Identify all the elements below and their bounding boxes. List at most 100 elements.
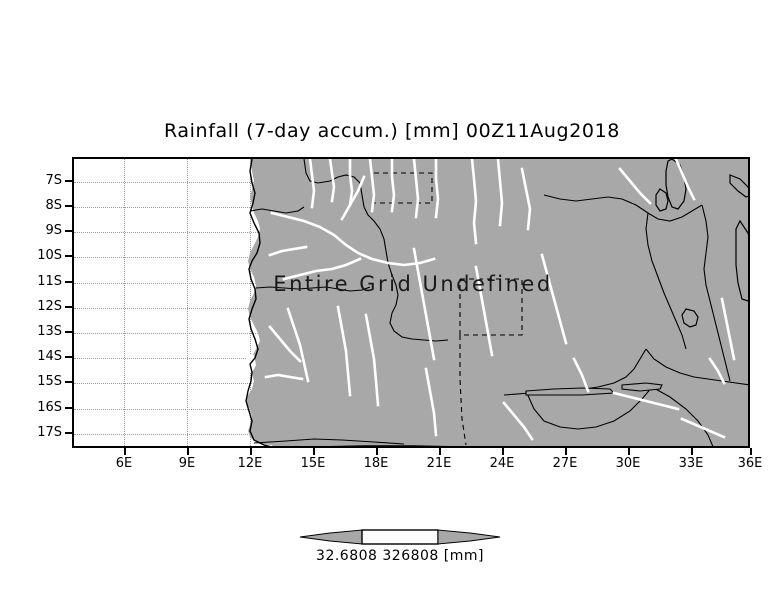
y-tick-mark <box>65 381 72 383</box>
colorbar-graphic[interactable] <box>299 526 501 548</box>
river-coastal-b <box>424 367 438 437</box>
river-cuito <box>336 305 352 397</box>
y-tick-mark <box>65 205 72 207</box>
africa-landmass <box>246 159 748 446</box>
x-tick-mark <box>250 448 252 455</box>
x-tick-label: 27E <box>552 456 578 471</box>
y-tick-label: 16S <box>37 400 62 415</box>
border-mozambique-west <box>645 348 748 386</box>
x-tick-mark <box>691 448 693 455</box>
river-congo-trib-e <box>390 159 396 213</box>
river-congo-trib-d <box>368 159 376 213</box>
river-congo-trib-f <box>412 159 420 219</box>
y-tick-mark <box>65 180 72 182</box>
y-tick-label: 17S <box>37 425 62 440</box>
river-zambezi-up <box>412 247 436 361</box>
national-borders-layer <box>249 159 748 446</box>
y-tick-label: 14S <box>37 349 62 364</box>
river-coastal-f <box>572 357 590 393</box>
x-tick-label: 18E <box>363 456 389 471</box>
lake-bangweulu <box>681 308 699 328</box>
colorbar-swatch-mid <box>361 529 439 545</box>
x-tick-mark <box>439 448 441 455</box>
river-cubango <box>364 313 380 407</box>
colorbar-extend-low <box>299 529 363 545</box>
lake-malawi <box>735 219 748 302</box>
y-tick-mark <box>65 281 72 283</box>
y-tick-mark <box>65 407 72 409</box>
river-shire <box>720 297 736 361</box>
river-luangwa <box>540 253 568 345</box>
river-kwango <box>286 307 310 383</box>
river-zambezi-low <box>612 391 680 411</box>
border-mozambique-south <box>651 386 714 446</box>
river-coastal-g <box>708 357 726 385</box>
river-lualaba <box>470 159 478 245</box>
y-tick-mark <box>65 230 72 232</box>
border-malawi-west <box>645 212 687 350</box>
x-tick-label: 21E <box>426 456 452 471</box>
river-congo-trib-b <box>328 159 336 203</box>
river-kasai <box>282 257 362 281</box>
river-luvua <box>520 167 532 231</box>
chart-title: Rainfall (7-day accum.) [mm] 00Z11Aug201… <box>164 120 620 142</box>
river-coastal-d <box>268 245 308 257</box>
x-tick-mark <box>187 448 189 455</box>
y-tick-mark <box>65 432 72 434</box>
y-tick-label: 9S <box>45 223 62 238</box>
y-tick-mark <box>65 356 72 358</box>
lake-rukwa <box>729 174 748 198</box>
y-tick-label: 13S <box>37 324 62 339</box>
border-drc-north <box>303 159 449 342</box>
border-zimbabwe <box>525 386 653 430</box>
border-drc-north-west <box>249 206 305 214</box>
river-rufiji <box>674 159 696 201</box>
atlantic-coastline <box>245 159 271 446</box>
x-tick-mark <box>502 448 504 455</box>
lake-cahora-bassa <box>621 382 663 392</box>
x-tick-mark <box>313 448 315 455</box>
river-congo-trib-a <box>308 159 316 209</box>
colorbar-caption: 32.6808 326808 [mm] <box>316 548 484 564</box>
river-congo-main <box>270 211 436 267</box>
border-tanzania-south <box>543 194 703 222</box>
river-congo-trib-c <box>348 159 354 207</box>
landmass-layer <box>246 159 748 446</box>
x-tick-mark <box>628 448 630 455</box>
y-tick-mark <box>65 255 72 257</box>
river-coastal-e <box>264 373 304 381</box>
y-tick-mark <box>65 331 72 333</box>
x-tick-mark <box>750 448 752 455</box>
x-tick-label: 24E <box>489 456 515 471</box>
y-tick-label: 8S <box>45 198 62 213</box>
river-lomami <box>496 159 504 227</box>
x-tick-mark <box>376 448 378 455</box>
border-malawi-east <box>701 204 731 382</box>
x-tick-mark <box>565 448 567 455</box>
rivers-layer <box>264 159 736 441</box>
y-tick-label: 15S <box>37 374 62 389</box>
x-tick-label: 36E <box>737 456 763 471</box>
river-cuanza <box>268 325 302 363</box>
domain-box-upper <box>374 172 433 204</box>
x-tick-label: 12E <box>237 456 263 471</box>
x-tick-label: 9E <box>178 456 196 471</box>
x-tick-label: 6E <box>115 456 133 471</box>
colorbar[interactable] <box>299 526 501 548</box>
y-tick-label: 7S <box>45 173 62 188</box>
border-zambia-west <box>459 335 467 446</box>
y-tick-label: 12S <box>37 299 62 314</box>
x-tick-mark <box>124 448 126 455</box>
river-save <box>680 417 726 439</box>
coastline-layer <box>245 159 450 446</box>
border-angola-north <box>255 286 371 292</box>
river-coastal-a <box>502 401 534 441</box>
map-plot-area[interactable]: Entire Grid Undefined <box>72 157 750 448</box>
domain-box-lower <box>459 278 523 336</box>
river-kafue <box>474 265 494 357</box>
y-tick-mark <box>65 306 72 308</box>
lake-mweru <box>655 188 669 212</box>
colorbar-extend-high <box>437 529 501 545</box>
x-tick-label: 33E <box>678 456 704 471</box>
